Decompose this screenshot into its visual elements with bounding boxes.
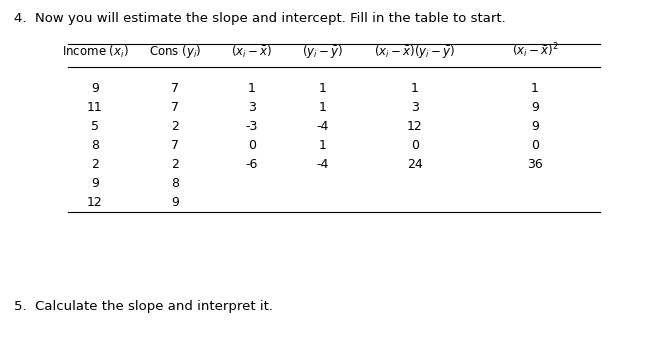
Text: 2: 2 bbox=[171, 158, 179, 171]
Text: 5: 5 bbox=[91, 120, 99, 133]
Text: 8: 8 bbox=[91, 139, 99, 152]
Text: 1: 1 bbox=[319, 139, 327, 152]
Text: -6: -6 bbox=[246, 158, 258, 171]
Text: 7: 7 bbox=[171, 82, 179, 95]
Text: $(x_i - \bar{x})$: $(x_i - \bar{x})$ bbox=[231, 44, 273, 60]
Text: 0: 0 bbox=[248, 139, 256, 152]
Text: $(y_i - \bar{y})$: $(y_i - \bar{y})$ bbox=[303, 43, 343, 60]
Text: 12: 12 bbox=[407, 120, 423, 133]
Text: 7: 7 bbox=[171, 101, 179, 114]
Text: 2: 2 bbox=[91, 158, 99, 171]
Text: 11: 11 bbox=[87, 101, 103, 114]
Text: 3: 3 bbox=[248, 101, 256, 114]
Text: Cons ($y_i$): Cons ($y_i$) bbox=[149, 43, 202, 60]
Text: 9: 9 bbox=[531, 120, 539, 133]
Text: 2: 2 bbox=[171, 120, 179, 133]
Text: -3: -3 bbox=[246, 120, 258, 133]
Text: 36: 36 bbox=[527, 158, 543, 171]
Text: $(x_i - \bar{x})^2$: $(x_i - \bar{x})^2$ bbox=[512, 41, 559, 60]
Text: 1: 1 bbox=[248, 82, 256, 95]
Text: 9: 9 bbox=[91, 82, 99, 95]
Text: 8: 8 bbox=[171, 177, 179, 190]
Text: 24: 24 bbox=[407, 158, 423, 171]
Text: 9: 9 bbox=[531, 101, 539, 114]
Text: 12: 12 bbox=[87, 196, 103, 209]
Text: $(x_i - \bar{x})(y_i - \bar{y})$: $(x_i - \bar{x})(y_i - \bar{y})$ bbox=[375, 43, 456, 60]
Text: 1: 1 bbox=[319, 82, 327, 95]
Text: 1: 1 bbox=[411, 82, 419, 95]
Text: -4: -4 bbox=[317, 120, 329, 133]
Text: 0: 0 bbox=[531, 139, 539, 152]
Text: -4: -4 bbox=[317, 158, 329, 171]
Text: 1: 1 bbox=[531, 82, 539, 95]
Text: 9: 9 bbox=[171, 196, 179, 209]
Text: 4.  Now you will estimate the slope and intercept. Fill in the table to start.: 4. Now you will estimate the slope and i… bbox=[14, 12, 505, 25]
Text: 7: 7 bbox=[171, 139, 179, 152]
Text: 5.  Calculate the slope and interpret it.: 5. Calculate the slope and interpret it. bbox=[14, 300, 273, 313]
Text: 1: 1 bbox=[319, 101, 327, 114]
Text: 3: 3 bbox=[411, 101, 419, 114]
Text: Income ($x_i$): Income ($x_i$) bbox=[62, 44, 128, 60]
Text: 0: 0 bbox=[411, 139, 419, 152]
Text: 9: 9 bbox=[91, 177, 99, 190]
